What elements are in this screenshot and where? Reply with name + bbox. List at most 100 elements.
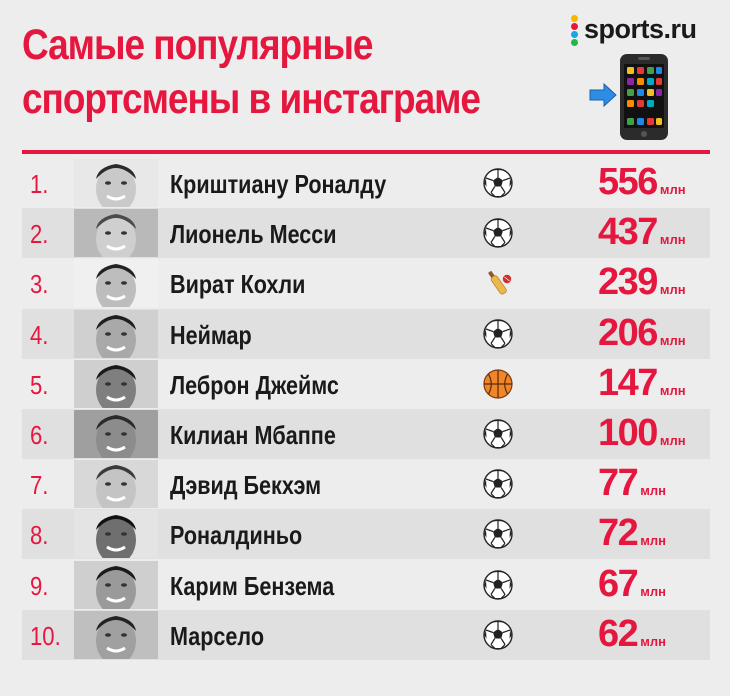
soccer-ball-icon <box>483 318 513 349</box>
athlete-photo-image <box>74 359 158 408</box>
athlete-name: Лионель Месси <box>170 219 337 250</box>
athlete-photo-image <box>74 560 158 609</box>
soccer-ball-icon <box>483 168 513 198</box>
athlete-name: Неймар <box>170 319 252 350</box>
follower-count-number: 62 <box>598 612 639 655</box>
athlete-photo-image <box>74 259 158 308</box>
smartphone-icon <box>620 54 668 140</box>
basketball-icon <box>483 369 513 399</box>
follower-count-number: 147 <box>598 361 658 404</box>
sports-ru-logo: sports.ru <box>570 14 697 46</box>
athlete-photo-image <box>74 610 158 659</box>
table-row: 6. Килиан Мбаппе 100 млн <box>22 409 710 459</box>
rank-label: 8. <box>30 520 49 551</box>
athlete-photo-image <box>74 460 158 509</box>
athlete-name: Марсело <box>170 620 265 651</box>
follower-count-unit: млн <box>640 533 667 549</box>
follower-count-unit: млн <box>640 583 667 599</box>
athlete-photo <box>74 359 158 408</box>
athlete-photo-image <box>74 410 158 458</box>
follower-count-unit: млн <box>659 433 686 448</box>
follower-count: 437 млн <box>598 211 686 254</box>
rank-label: 7. <box>30 470 49 501</box>
athlete-photo <box>74 309 158 358</box>
follower-count-unit: млн <box>659 182 686 197</box>
follower-count-unit: млн <box>659 282 686 298</box>
follower-count-number: 67 <box>598 562 639 605</box>
athlete-name: Карим Бензема <box>170 570 335 601</box>
title-line-2: спортсмены в инстаграме <box>22 75 481 123</box>
follower-count-unit: млн <box>659 382 686 398</box>
follower-count-number: 437 <box>598 211 658 254</box>
follower-count-number: 100 <box>598 412 658 454</box>
athlete-photo <box>74 159 158 207</box>
soccer-ball-icon <box>483 569 513 600</box>
rank-label: 3. <box>30 269 49 300</box>
athlete-photo-image <box>74 309 158 358</box>
rank-label: 2. <box>30 219 49 250</box>
athlete-photo <box>74 460 158 509</box>
follower-count: 72 млн <box>598 512 666 555</box>
follower-count-unit: млн <box>640 483 667 499</box>
table-row: 10. Марсело 62 млн <box>22 609 710 660</box>
soccer-ball-icon <box>483 620 513 650</box>
athlete-photo <box>74 610 158 659</box>
table-row: 8. Роналдиньо 72 млн <box>22 509 710 560</box>
athlete-photo <box>74 259 158 308</box>
table-row: 9. Карим Бензема 67 млн <box>22 560 710 610</box>
follower-count-unit: млн <box>640 633 667 649</box>
soccer-ball-icon <box>483 218 513 248</box>
rank-label: 1. <box>30 169 49 199</box>
athlete-photo-image <box>74 209 158 258</box>
athlete-photo <box>74 560 158 609</box>
sports-ru-dots-icon <box>570 14 579 46</box>
follower-count: 100 млн <box>598 412 686 455</box>
athlete-name: Вират Кохли <box>170 269 306 300</box>
athlete-name: Леброн Джеймс <box>170 369 339 400</box>
follower-count: 77 млн <box>598 462 666 505</box>
table-row: 1. Криштиану Роналду 556 млн <box>22 158 710 208</box>
rank-label: 4. <box>30 319 49 350</box>
follower-count: 206 млн <box>598 312 686 355</box>
soccer-ball-icon <box>483 519 513 550</box>
rank-label: 5. <box>30 369 49 400</box>
soccer-ball-icon <box>483 469 513 499</box>
athlete-photo <box>74 209 158 258</box>
title-line-1: Самые популярные <box>22 21 374 69</box>
follower-count-number: 72 <box>598 512 639 555</box>
phone-illustration <box>589 54 668 140</box>
rank-label: 10. <box>30 620 61 651</box>
arrow-right-icon <box>589 82 617 108</box>
table-row: 4. Неймар 206 млн <box>22 308 710 359</box>
soccer-ball-icon <box>483 419 513 449</box>
follower-count: 556 млн <box>598 161 686 204</box>
athlete-photo-image <box>74 159 158 207</box>
follower-count: 147 млн <box>598 362 686 405</box>
table-row: 5. Леброн Джеймс 147 млн <box>22 359 710 409</box>
athlete-photo-image <box>74 510 158 559</box>
page-title: Самые популярные спортсмены в инстаграме <box>22 18 572 126</box>
athlete-name: Дэвид Бекхэм <box>170 470 322 501</box>
athlete-photo <box>74 510 158 559</box>
table-row: 2. Лионель Месси 437 млн <box>22 208 710 259</box>
table-row: 3. Вират Кохли 239 млн <box>22 258 710 308</box>
athlete-name: Роналдиньо <box>170 520 303 551</box>
rank-label: 9. <box>30 570 49 601</box>
follower-count: 67 млн <box>598 563 666 606</box>
follower-count: 239 млн <box>598 261 686 304</box>
follower-count-unit: млн <box>659 332 686 348</box>
athlete-photo <box>74 410 158 458</box>
rank-label: 6. <box>30 420 49 450</box>
cricket-bat-ball-icon <box>488 271 512 295</box>
athlete-name: Килиан Мбаппе <box>170 420 336 450</box>
follower-count-unit: млн <box>659 232 686 248</box>
follower-count-number: 77 <box>598 462 639 505</box>
follower-count-number: 556 <box>598 161 658 203</box>
logo-text: sports.ru <box>584 14 697 44</box>
follower-count-number: 206 <box>598 311 658 354</box>
athlete-name: Криштиану Роналду <box>170 169 387 199</box>
follower-count: 62 млн <box>598 613 666 656</box>
title-divider <box>22 150 710 154</box>
table-row: 7. Дэвид Бекхэм 77 млн <box>22 459 710 509</box>
follower-count-number: 239 <box>598 261 658 304</box>
